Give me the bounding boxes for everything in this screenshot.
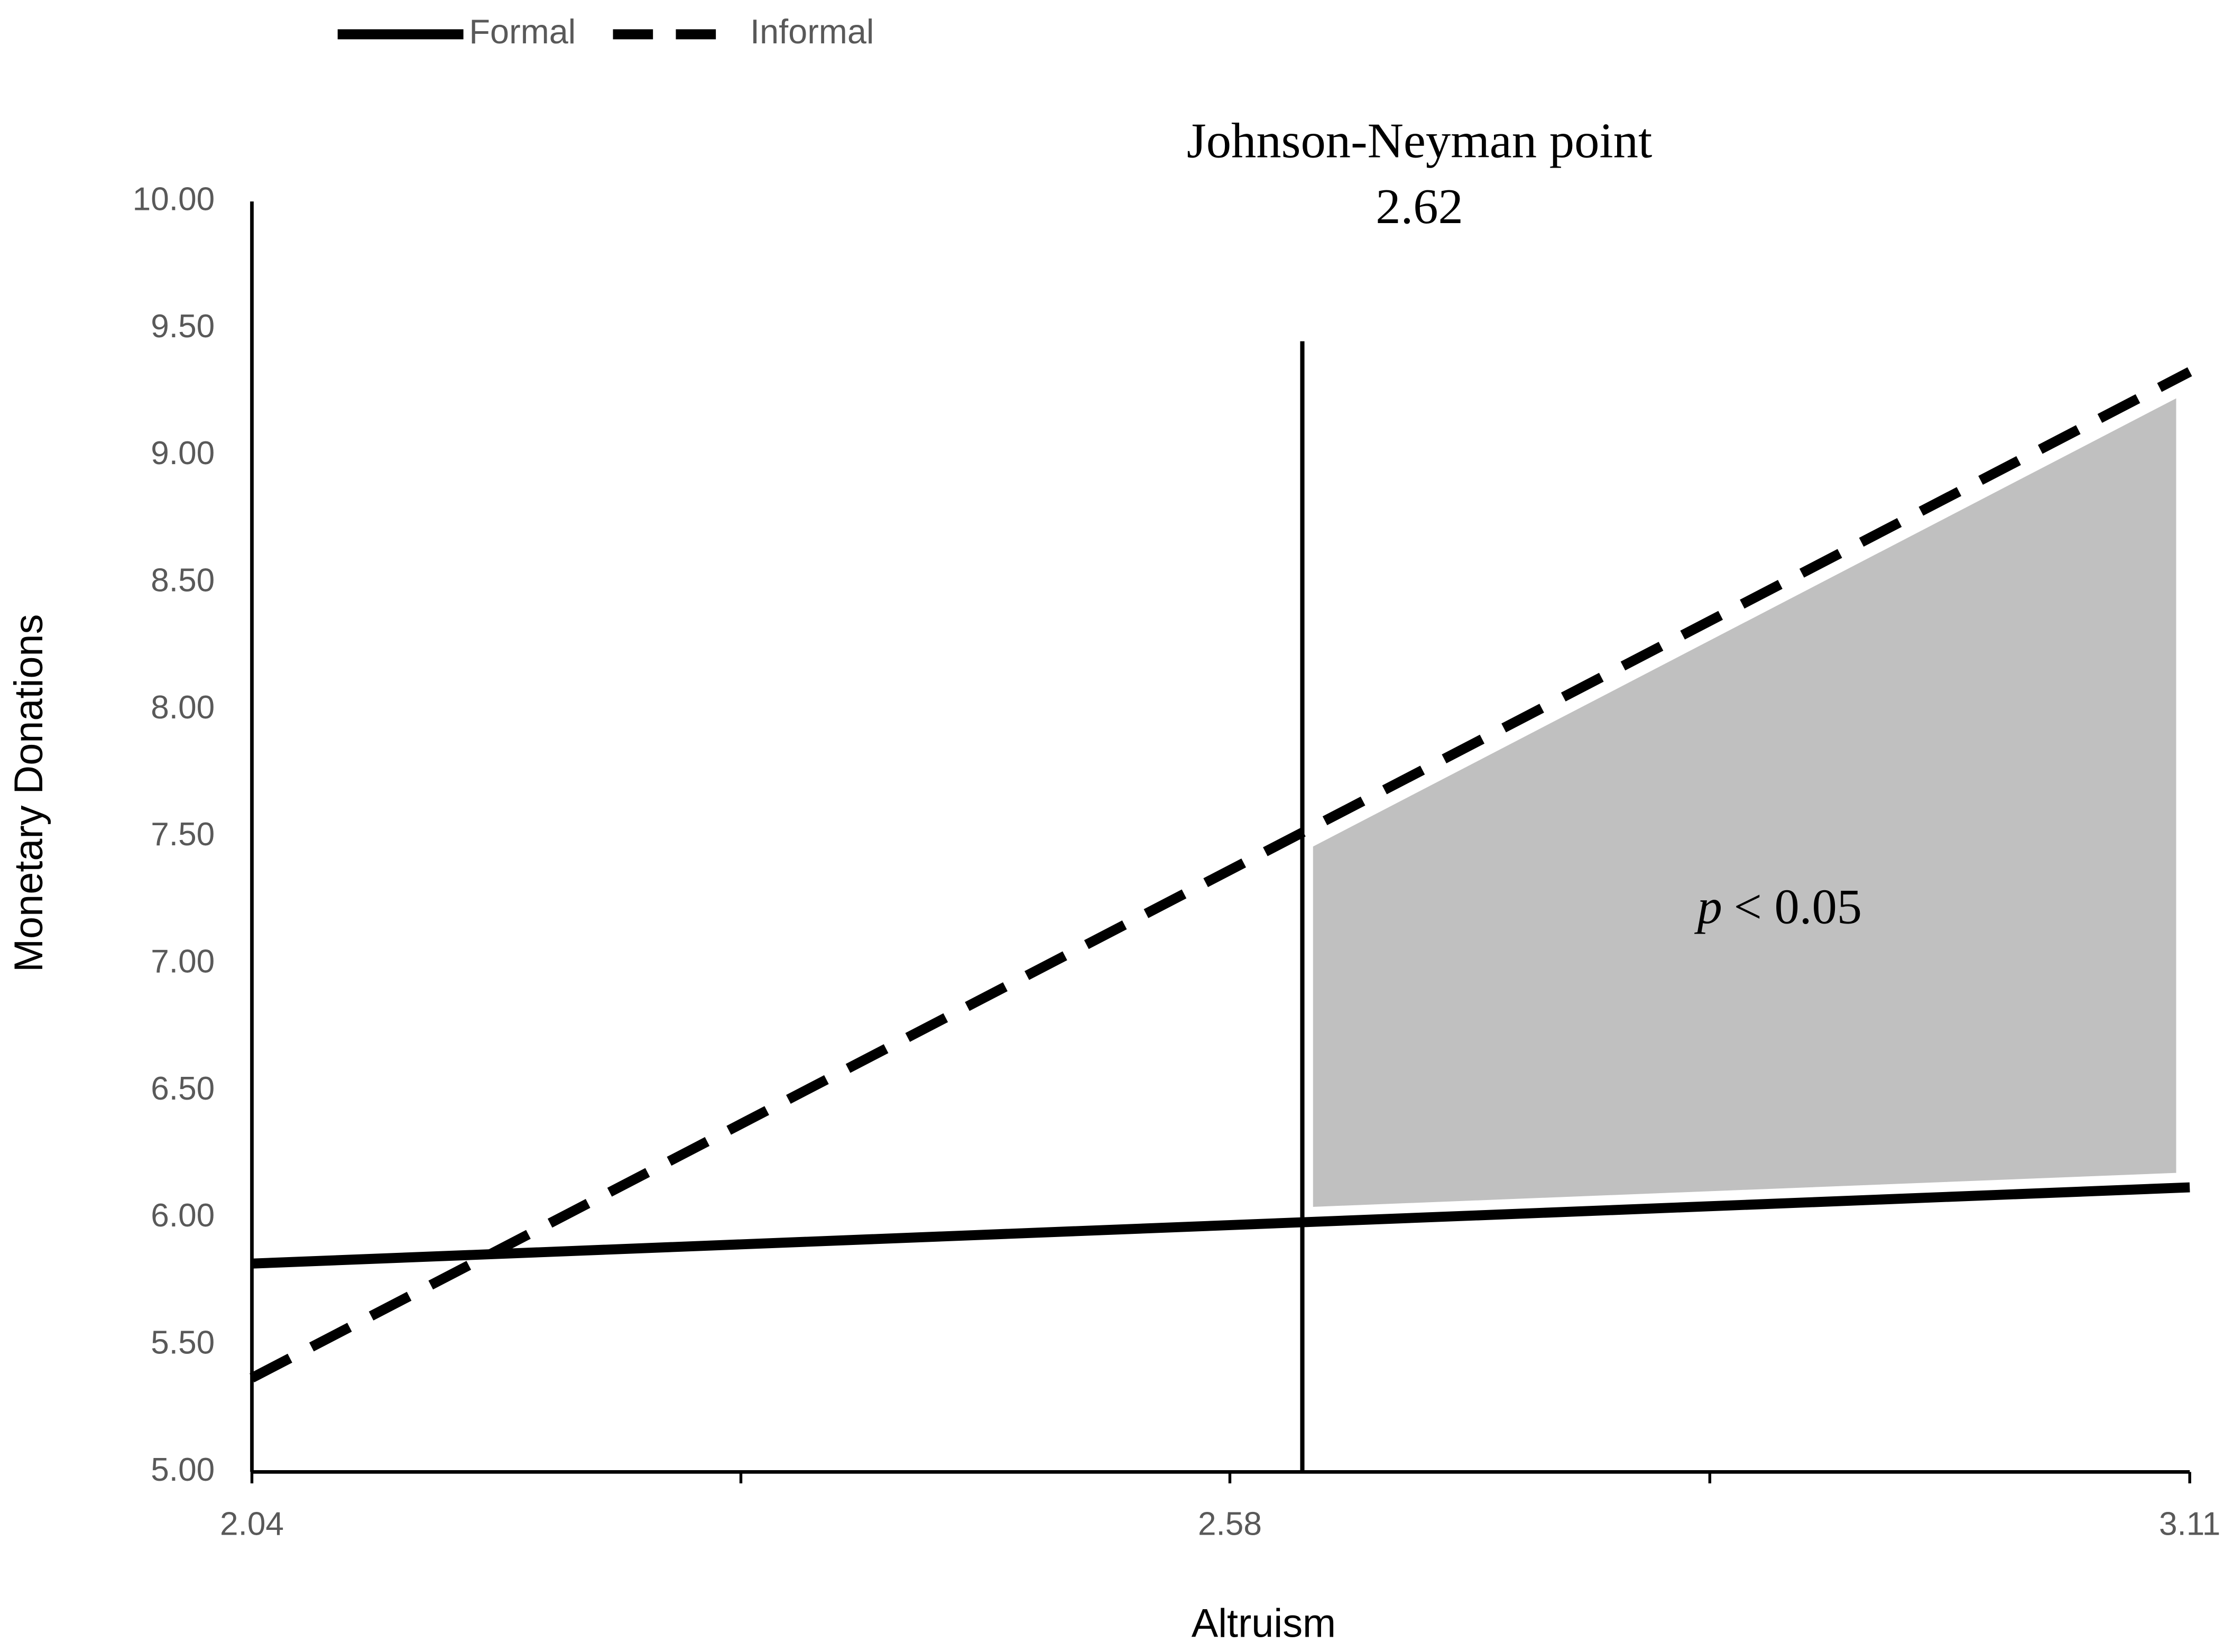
legend-label: Informal [750, 12, 874, 51]
series-line [250, 367, 2192, 1382]
region-label-symbol: p [1694, 879, 1722, 934]
y-tick-label: 5.00 [151, 1452, 215, 1488]
y-tick-label: 6.50 [151, 1070, 215, 1107]
y-tick-label: 8.00 [151, 689, 215, 726]
legend-label: Formal [469, 12, 576, 51]
region-label-text: < 0.05 [1734, 879, 1862, 934]
y-tick-label: 9.50 [151, 308, 215, 345]
y-axis-title: Monetary Donations [6, 614, 51, 972]
x-tick-label: 2.58 [1198, 1506, 1262, 1543]
annotation-value: 2.62 [1376, 179, 1463, 234]
y-tick-label: 9.00 [151, 435, 215, 472]
series-line [252, 1182, 2190, 1269]
x-tick-label: 3.11 [2159, 1506, 2220, 1543]
y-tick-label: 7.00 [151, 944, 215, 980]
significance-region [1308, 391, 2181, 1212]
x-tick-label: 2.04 [220, 1506, 284, 1543]
y-tick-label: 5.50 [151, 1324, 215, 1361]
y-tick-label: 10.00 [133, 181, 215, 218]
y-tick-label: 7.50 [151, 816, 215, 853]
x-axis-title: Altruism [1192, 1601, 1336, 1646]
y-tick-label: 6.00 [151, 1197, 215, 1234]
y-tick-label: 8.50 [151, 562, 215, 599]
annotation-title: Johnson-Neyman point [1187, 113, 1652, 168]
region-label: p < 0.05 [1694, 879, 1862, 934]
